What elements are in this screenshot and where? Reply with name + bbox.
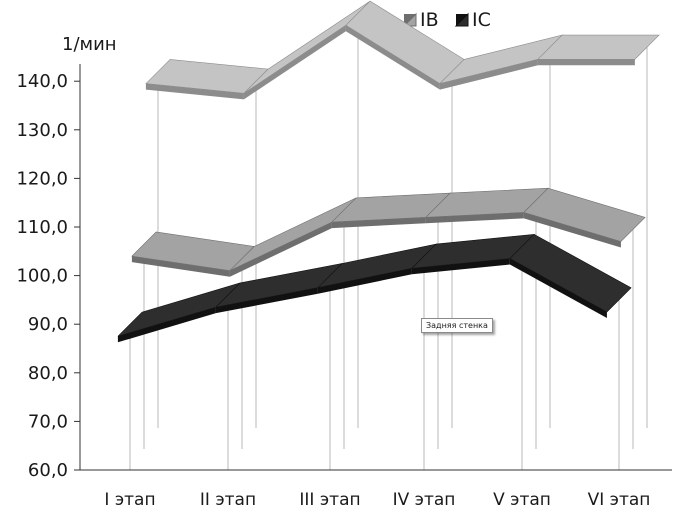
ribbon-side-segment — [243, 25, 346, 100]
x-tick-label: III этап — [299, 490, 360, 510]
ribbon-side-segment — [425, 212, 524, 224]
y-axis-unit-label: 1/мин — [62, 34, 117, 55]
x-tick-label: IV этап — [393, 490, 456, 510]
ribbon-side-segment — [537, 59, 635, 66]
series-ribbon-ic — [117, 233, 632, 343]
ribbon-side-segment — [317, 268, 412, 294]
ribbon-side-segment — [439, 59, 538, 90]
ribbon-top-segment — [523, 187, 646, 242]
ribbon-top-segment — [537, 34, 660, 60]
ribbon-side-segment — [411, 258, 510, 275]
ribbon-side-segment — [131, 256, 230, 277]
legend-item-ic: IC — [454, 9, 491, 31]
ribbon-side-segment — [145, 83, 244, 100]
y-tick-label: 120,0 — [16, 168, 68, 189]
x-tick-label: V этап — [493, 490, 551, 510]
y-tick-label: 110,0 — [16, 217, 68, 238]
legend-swatch-shade — [456, 14, 468, 26]
x-tick-label: II этап — [200, 490, 256, 510]
ribbon-side-segment — [331, 217, 426, 229]
y-tick-label: 80,0 — [28, 363, 68, 384]
x-tick-label: I этап — [104, 490, 155, 510]
x-tick-label: VI этап — [588, 490, 651, 510]
ribbon-side-segment — [215, 287, 318, 314]
ribbon-side-segment — [509, 258, 607, 318]
ribbon-top-segment — [229, 197, 357, 271]
y-tick-label: 100,0 — [16, 266, 68, 287]
ribbon-top-segment — [243, 0, 371, 94]
legend-item-ib: IB — [402, 9, 439, 31]
y-tick-label: 60,0 — [28, 460, 68, 481]
ribbon-side-segment — [117, 307, 216, 343]
y-tick-label: 70,0 — [28, 411, 68, 432]
y-tick-label: 140,0 — [16, 71, 68, 92]
legend-label: IC — [472, 9, 491, 31]
legend-swatch-shade — [404, 14, 416, 26]
series-ribbon-ib — [131, 187, 646, 277]
x-axis: I этап II этап III этап IV этап V этап VI эта… — [80, 469, 672, 510]
ribbon-top-segment — [345, 0, 465, 84]
y-axis: 60,0 70,0 80,0 90,0 100,0 110,0 120,0 130,0 140,… — [16, 64, 81, 481]
ribbon-side-segment — [345, 25, 440, 90]
series-tooltip: Задняя стенка — [421, 318, 493, 333]
ribbon-top-segment — [509, 233, 632, 313]
series-ribbon-ia — [145, 0, 660, 100]
y-tick-label: 90,0 — [28, 314, 68, 335]
y-tick-label: 130,0 — [16, 120, 68, 141]
ribbon-side-segment — [523, 212, 621, 248]
legend-label: IB — [420, 9, 439, 31]
ribbon-side-segment — [229, 222, 332, 277]
plot-area — [117, 0, 660, 470]
